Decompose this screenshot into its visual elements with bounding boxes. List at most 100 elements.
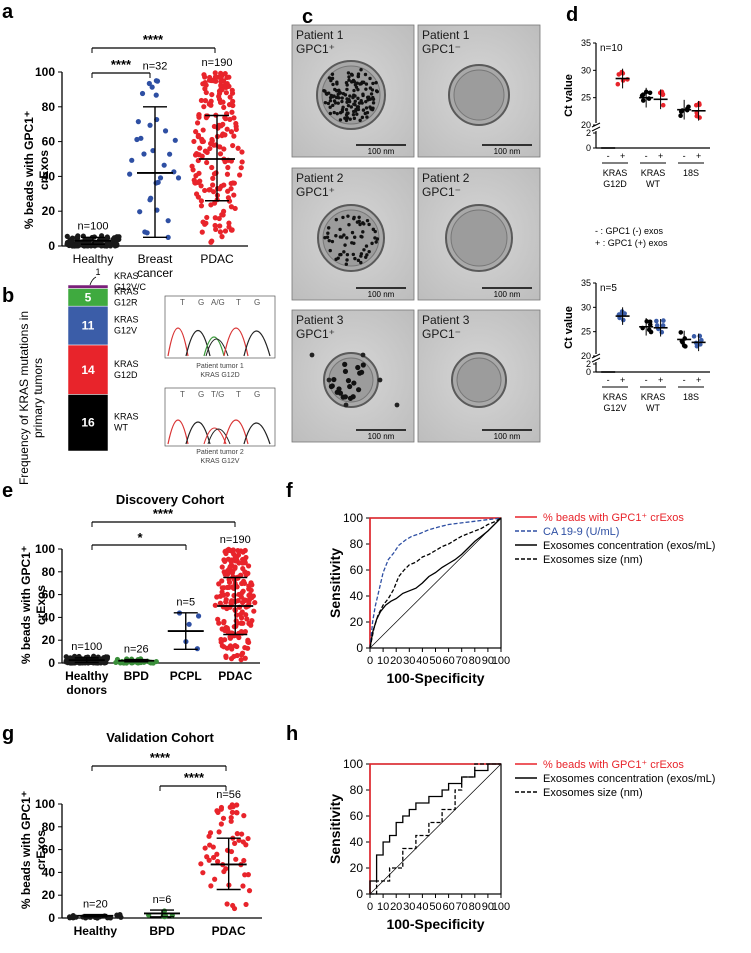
a-data-point [217,186,223,192]
gold-particle [351,380,357,386]
gold-particle [350,230,355,235]
gold-particle [325,235,330,239]
f-legend-label: % beads with GPC1⁺ crExos [543,512,684,524]
a-data-point [217,223,223,229]
gold-particle [338,118,343,122]
ct-sign-label: + [658,375,663,385]
f-roc-curve [369,517,502,649]
gold-particle [365,115,369,119]
ct-gene-label: 18S [683,168,699,178]
gold-particle [326,231,330,235]
g-ytick-label: 0 [48,911,55,925]
e-data-point [234,643,240,650]
gold-particle [359,234,363,239]
panel-g-ylabel-1: % beads with GPC1⁺ [19,791,33,909]
a-data-point [201,104,207,110]
ct-ytick-label: 2 [586,359,591,369]
a-data-point [192,180,198,186]
a-data-point [222,70,228,77]
g-data-point [230,902,236,909]
f-ytick-label: 60 [350,563,364,577]
g-data-point [114,912,120,918]
a-data-point [134,136,140,143]
ct-ytick-label: 0 [586,367,591,377]
e-data-point [247,591,253,598]
g-data-point [241,813,247,819]
f-legend-label: Exosomes size (nm) [543,554,643,566]
panel-e: e Discovery Cohort % beads with GPC1⁺ cr… [2,480,260,697]
em-label: Patient 3 [422,313,470,327]
g-data-point [206,833,212,839]
a-data-point [221,182,227,188]
e-data-point [227,547,234,554]
gold-particle [361,108,366,112]
e-category-label: BPD [124,669,150,683]
panel-b-ylabel-1: Frequency of KRAS mutations in [17,311,31,485]
scale-bar-label: 100 nm [494,290,521,299]
a-data-point [203,115,209,121]
base-1-2: G [198,298,204,307]
a-data-point [97,242,103,248]
legend-minus: - : GPC1 (-) exos [595,226,664,236]
ct-ytick-label: 20 [581,351,591,361]
ct-ytick-label: 25 [581,93,591,103]
ct-sign-label: + [696,151,701,161]
f-ytick-label: 100 [343,511,363,525]
e-ytick-label: 40 [42,610,56,624]
a-data-point [209,138,215,144]
e-ytick-label: 80 [42,565,56,579]
gold-particle [344,107,349,112]
e-data-point [252,600,258,606]
g-data-point [215,858,221,865]
h-ytick-label: 100 [343,757,363,771]
sig-g-2: **** [184,770,205,785]
gold-particle [364,106,369,110]
gold-particle [347,223,351,227]
ct-sign-label: - [645,375,648,385]
panel-e-title: Discovery Cohort [116,492,225,507]
a-data-point [196,170,202,176]
a-data-point [203,89,209,96]
h-legend-label: Exosomes concentration (exos/mL) [543,773,715,785]
em-label: GPC1⁺ [296,327,335,341]
gold-particle [345,100,349,104]
e-data-point [227,565,233,571]
ct-data-point [654,318,659,324]
e-data-point [232,565,238,571]
f-xtick-label: 100 [492,655,510,667]
a-data-point [230,180,236,186]
a-data-point [127,171,133,177]
a-data-point [229,109,235,115]
e-data-point [228,559,234,565]
g-data-point [202,845,208,851]
gold-particle [368,76,372,81]
a-data-point [221,104,227,111]
panel-h-letter: h [286,723,298,745]
e-data-point [229,646,235,652]
chromatogram-2: T G T/G T G Patient tumor 2 KRAS G12V [164,387,276,465]
bar-segment-count: 11 [82,319,95,333]
h-ytick-label: 20 [350,861,364,875]
gold-particle [359,98,363,103]
a-data-point [162,128,169,134]
ct-gene-label: G12V [603,403,626,413]
ct-data-point [615,81,621,87]
a-data-point [141,151,147,157]
gold-particle [367,222,371,227]
gold-particle [367,95,371,99]
gold-particle [361,93,365,98]
em-label: GPC1⁻ [422,185,461,199]
ct-sign-label: - [683,375,686,385]
base-1-5: G [254,298,260,307]
bar-segment-label: G12D [114,370,138,380]
h-xtick-label: 80 [469,901,481,913]
bar-segment-label: G12V [114,326,137,336]
ct-gene-label: G12D [603,179,627,189]
a-data-point [220,121,226,127]
a-data-point [153,78,159,84]
ct-data-point [699,337,704,343]
g-data-point [239,831,245,837]
